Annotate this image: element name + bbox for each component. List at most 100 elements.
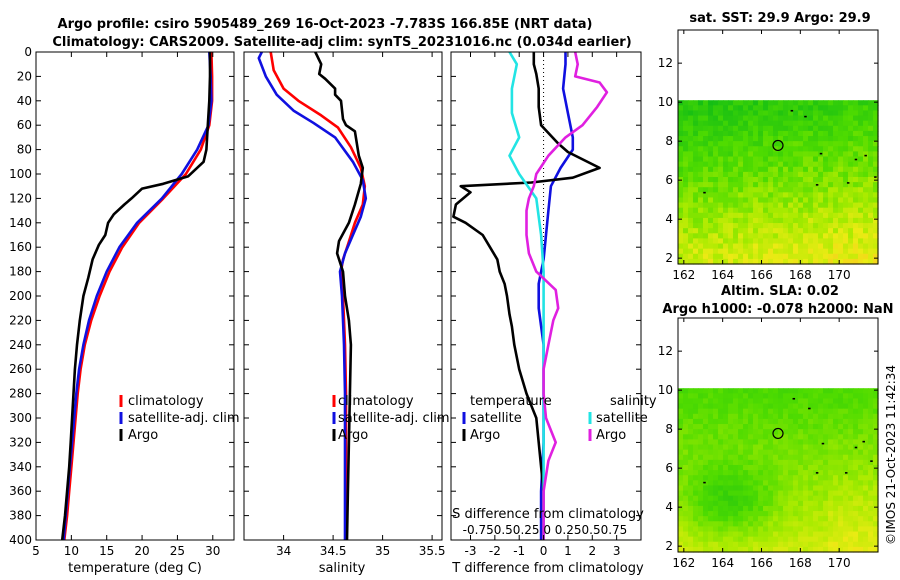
heatmap-cell — [868, 176, 874, 183]
heatmap-cell — [718, 141, 724, 147]
heatmap-cell — [708, 187, 714, 193]
heatmap-cell — [773, 434, 779, 440]
heatmap-cell — [773, 403, 779, 410]
heatmap-cell — [823, 197, 829, 204]
heatmap-cell — [718, 531, 724, 538]
heatmap-cell — [703, 424, 709, 430]
heatmap-cell — [813, 202, 819, 209]
heatmap-cell — [853, 182, 859, 188]
heatmap-cell — [798, 464, 804, 471]
heatmap-cell — [818, 171, 824, 178]
heatmap-cell — [848, 511, 854, 517]
heatmap-cell — [753, 495, 759, 502]
heatmap-cell — [738, 182, 744, 188]
heatmap-cell — [798, 238, 804, 245]
heatmap-cell — [833, 228, 839, 234]
heatmap-cell — [858, 156, 864, 163]
heatmap-cell — [713, 444, 719, 451]
heatmap-cell — [763, 105, 769, 112]
heatmap-cell — [723, 212, 729, 219]
heatmap-cell — [703, 500, 709, 507]
heatmap-cell — [763, 541, 769, 548]
heatmap-cell — [783, 459, 789, 466]
heatmap-cell — [693, 388, 699, 394]
heatmap-cell — [783, 393, 789, 400]
heatmap-cell — [818, 470, 824, 476]
heatmap-cell — [838, 531, 844, 538]
heatmap-cell — [833, 434, 839, 440]
heatmap-cell — [873, 388, 879, 394]
heatmap-cell — [863, 388, 869, 394]
y-tick-label: 4 — [665, 500, 673, 514]
heatmap-cell — [758, 176, 764, 183]
heatmap-cell — [713, 141, 719, 147]
heatmap-cell — [803, 424, 809, 430]
heatmap-cell — [723, 105, 729, 112]
heatmap-cell — [678, 490, 684, 497]
heatmap-cell — [723, 464, 729, 471]
heatmap-cell — [823, 115, 829, 122]
heatmap-cell — [733, 434, 739, 440]
heatmap-cell — [863, 398, 869, 405]
heatmap-cell — [788, 156, 794, 163]
heatmap-cell — [768, 171, 774, 178]
heatmap-cell — [838, 413, 844, 420]
heatmap-cell — [863, 500, 869, 507]
heatmap-cell — [733, 223, 739, 229]
heatmap-cell — [808, 470, 814, 476]
heatmap-cell — [678, 403, 684, 410]
heatmap-cell — [773, 156, 779, 163]
heatmap-cell — [753, 388, 759, 394]
heatmap-cell — [733, 444, 739, 451]
heatmap-cell — [808, 531, 814, 538]
heatmap-cell — [708, 424, 714, 430]
heatmap-cell — [743, 398, 749, 405]
heatmap-cell — [828, 449, 834, 456]
heatmap-cell — [693, 110, 699, 117]
heatmap-cell — [863, 546, 869, 553]
heatmap-cell — [848, 212, 854, 219]
temperature-legend: climatology satellite-adj. clim Argo — [119, 394, 240, 443]
heatmap-cell — [758, 429, 764, 435]
heatmap-cell — [718, 464, 724, 471]
heatmap-cell — [843, 393, 849, 400]
heatmap-cell — [848, 182, 854, 188]
x-tick-label: 30 — [205, 544, 220, 558]
heatmap-cell — [773, 115, 779, 122]
heatmap-cell — [748, 546, 754, 553]
temperature-axes-frame — [35, 51, 235, 541]
island-marker — [819, 152, 823, 155]
heatmap-cell — [808, 393, 814, 400]
heatmap-cell — [828, 413, 834, 420]
heatmap-cell — [843, 475, 849, 481]
heatmap-cell — [843, 161, 849, 168]
heatmap-cell — [748, 125, 754, 132]
heatmap-cell — [833, 171, 839, 178]
heatmap-cell — [788, 439, 794, 446]
island-marker — [846, 182, 850, 184]
heatmap-cell — [768, 526, 774, 533]
heatmap-cell — [808, 490, 814, 497]
heatmap-cell — [798, 253, 804, 260]
heatmap-cell — [848, 464, 854, 471]
heatmap-cell — [698, 233, 704, 240]
heatmap-cell — [763, 161, 769, 168]
heatmap-cell — [838, 536, 844, 543]
heatmap-cell — [778, 141, 784, 147]
heatmap-cell — [788, 444, 794, 451]
heatmap-cell — [688, 258, 694, 265]
heatmap-cell — [683, 398, 689, 405]
heatmap-cell — [758, 480, 764, 487]
heatmap-cell — [748, 136, 754, 142]
heatmap-cell — [838, 202, 844, 209]
heatmap-cell — [848, 248, 854, 255]
heatmap-cell — [818, 136, 824, 142]
heatmap-cell — [783, 248, 789, 255]
heatmap-cell — [758, 248, 764, 255]
heatmap-cell — [823, 439, 829, 446]
heatmap-cell — [868, 418, 874, 425]
heatmap-cell — [698, 403, 704, 410]
heatmap-cell — [708, 223, 714, 229]
heatmap-cell — [683, 115, 689, 122]
heatmap-cell — [833, 105, 839, 112]
